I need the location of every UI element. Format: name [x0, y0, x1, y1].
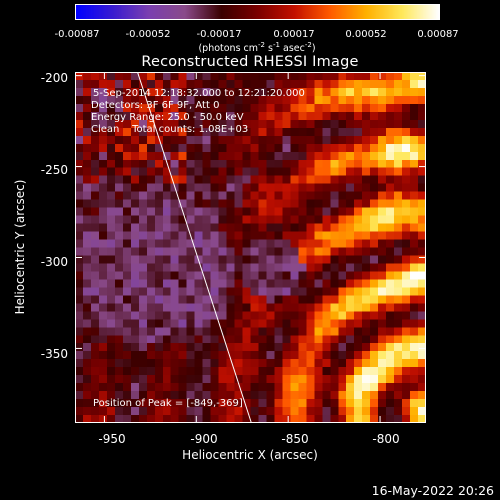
plot-title: Reconstructed RHESSI Image: [141, 54, 359, 70]
colorbar-tick-label: -0.00087: [54, 29, 100, 40]
colorbar-tick-label: 0.00017: [273, 29, 315, 40]
plot-overlay: [75, 72, 426, 423]
peak-position-text: Position of Peak = [-849,-369]: [93, 398, 243, 409]
solar-image-frame: 5-Sep-2014 12:18:32.000 to 12:21:20.000 …: [75, 72, 426, 423]
y-tick-label: -350: [40, 347, 68, 361]
footer-date: 16-May-2022 20:26: [371, 483, 494, 498]
colorbar: [75, 4, 440, 20]
clean-counts-text: Clean Total counts: 1.08E+03: [91, 124, 249, 135]
x-tick-label: -800: [372, 432, 400, 446]
colorbar-tick-label: 0.00087: [417, 29, 459, 40]
solar-limb-line: [137, 72, 252, 423]
energy-range-text: Energy Range: 25.0 - 50.0 keV: [91, 112, 244, 123]
y-tick-marks: [75, 75, 426, 349]
colorbar-tick-label: 0.00052: [345, 29, 387, 40]
y-tick-label: -200: [40, 71, 68, 85]
colorbar-gradient: [75, 4, 440, 20]
colorbar-tick-label: -0.00052: [125, 29, 171, 40]
x-tick-label: -850: [281, 432, 309, 446]
rhessi-image-map: [75, 72, 426, 423]
time-range-text: 5-Sep-2014 12:18:32.000 to 12:21:20.000: [93, 88, 305, 99]
colorbar-units: (photons cm-2 s-1 asec-2): [198, 41, 316, 55]
plot-border: [75, 72, 426, 423]
colorbar-tick-label: -0.00017: [196, 29, 242, 40]
x-tick-label: -950: [98, 432, 126, 446]
detectors-text: Detectors: 3F 6F 9F, Att 0: [91, 100, 220, 111]
y-tick-label: -250: [40, 163, 68, 177]
y-axis-label: Heliocentric Y (arcsec): [13, 179, 27, 315]
x-tick-label: -900: [190, 432, 218, 446]
y-tick-label: -300: [40, 255, 68, 269]
x-tick-marks: [103, 72, 381, 423]
x-axis-label: Heliocentric X (arcsec): [182, 448, 318, 462]
